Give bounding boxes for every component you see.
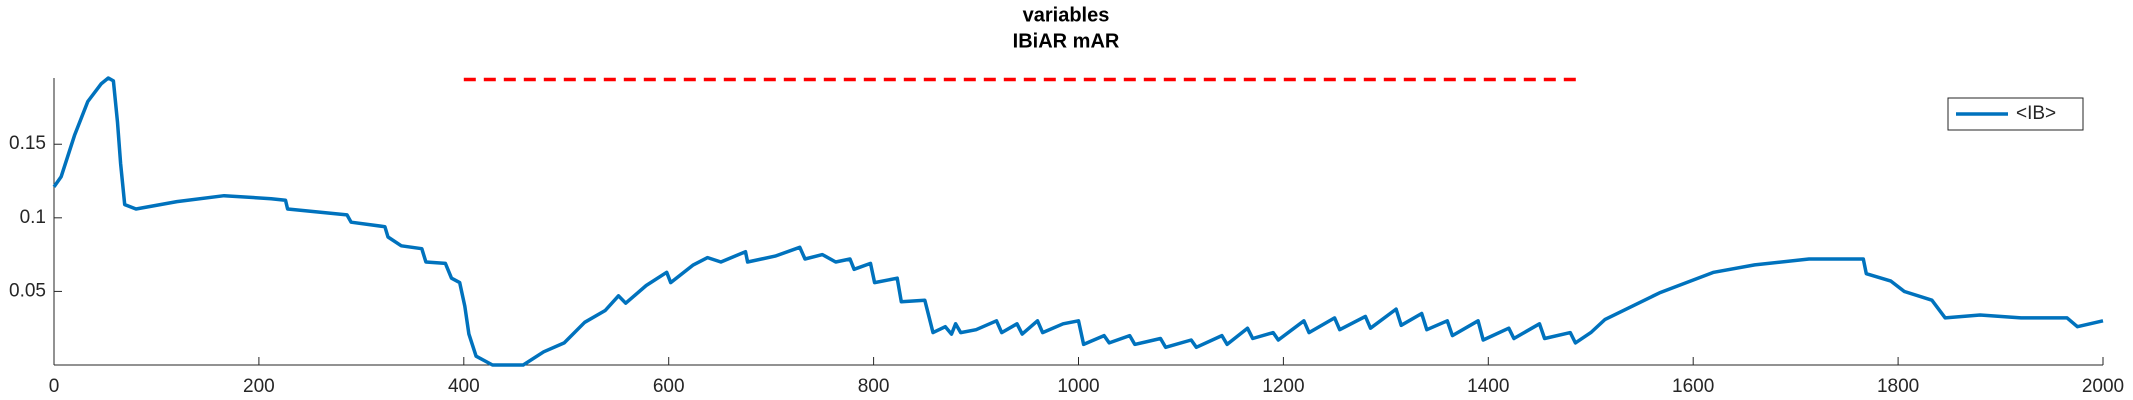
legend-box xyxy=(1947,97,2084,131)
y-tick-label: 0.1 xyxy=(20,207,46,228)
x-tick-label: 200 xyxy=(243,376,275,397)
x-tick-label: 1200 xyxy=(1262,376,1304,397)
x-tick-label: 400 xyxy=(448,376,480,397)
x-tick-label: 1800 xyxy=(1877,376,1919,397)
chart-subtitle: IBiAR mAR xyxy=(1013,30,1120,52)
x-tick-label: 2000 xyxy=(2082,376,2124,397)
x-tick-label: 1600 xyxy=(1672,376,1714,397)
series-line xyxy=(52,76,2104,367)
y-tick-label: 0.05 xyxy=(9,280,46,301)
x-tick-label: 1000 xyxy=(1057,376,1099,397)
x-tick-label: 1400 xyxy=(1467,376,1509,397)
chart-title: variables xyxy=(1023,4,1110,26)
legend-label: <IB> xyxy=(2016,103,2056,124)
x-tick-label: 0 xyxy=(49,376,60,397)
x-tick-label: 800 xyxy=(858,376,890,397)
y-tick-label: 0.15 xyxy=(9,133,46,154)
x-tick-label: 600 xyxy=(653,376,685,397)
